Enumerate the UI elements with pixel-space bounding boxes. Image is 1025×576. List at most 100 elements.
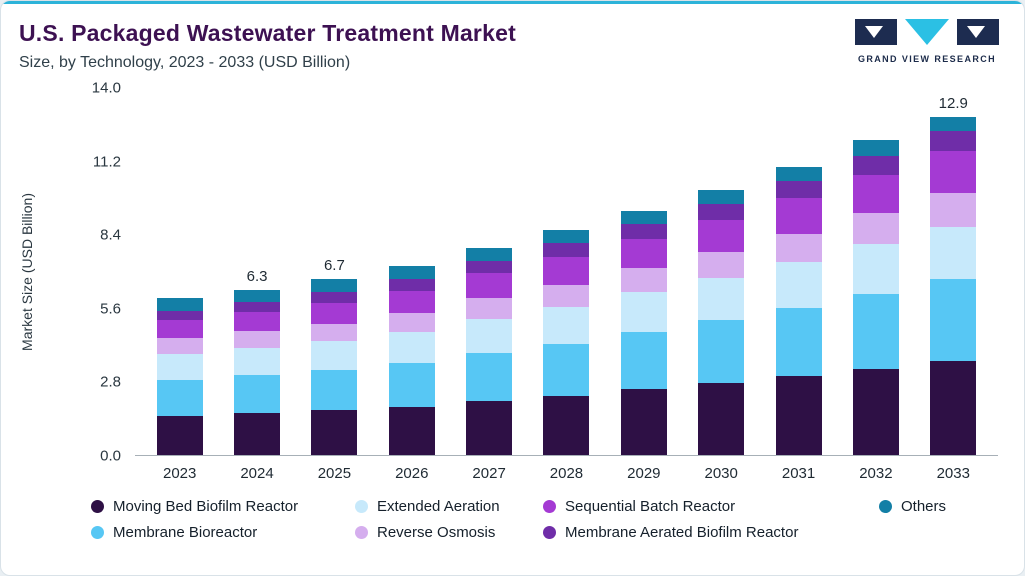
legend-item-extended-aeration: Extended Aeration <box>355 498 543 515</box>
reverse-osmosis-segment <box>466 298 513 319</box>
sequential-batch-reactor-segment <box>852 174 899 213</box>
reverse-osmosis-segment <box>156 338 203 355</box>
sequential-batch-reactor-segment <box>698 219 745 252</box>
membrane-bioreactor-segment <box>930 279 977 361</box>
sequential-batch-reactor-segment <box>234 311 281 332</box>
legend-label: Membrane Aerated Biofilm Reactor <box>565 524 799 541</box>
sequential-batch-reactor-segment <box>156 319 203 339</box>
legend-dot <box>355 526 368 539</box>
y-tick-label: 0.0 <box>100 447 121 465</box>
extended-aeration-segment <box>388 331 435 364</box>
reverse-osmosis-segment <box>543 284 590 307</box>
legend-dot <box>879 500 892 513</box>
membrane-bioreactor-segment <box>234 375 281 414</box>
reverse-osmosis-segment <box>852 212 899 244</box>
membrane-aerated-biofilm-reactor-segment <box>698 204 745 220</box>
membrane-aerated-biofilm-reactor-segment <box>311 292 358 303</box>
legend-item-others: Others <box>879 498 1024 515</box>
legend-dot <box>543 500 556 513</box>
moving-bed-biofilm-reactor-segment <box>930 360 977 455</box>
moving-bed-biofilm-reactor-segment <box>620 389 667 455</box>
bar-stack <box>930 116 977 455</box>
sequential-batch-reactor-segment <box>466 273 513 299</box>
moving-bed-biofilm-reactor-segment <box>543 396 590 455</box>
bar-stack <box>156 297 203 455</box>
plot-area: 6.3 6.7 12.9 <box>135 88 998 456</box>
bar-stack <box>620 211 667 455</box>
moving-bed-biofilm-reactor-segment <box>311 410 358 455</box>
x-axis-label-2026: 2026 <box>395 465 429 482</box>
bar-column-2023 <box>141 88 218 455</box>
membrane-bioreactor-segment <box>311 369 358 411</box>
x-axis-label-2025: 2025 <box>317 465 352 482</box>
bar-value-label: 12.9 <box>938 94 968 112</box>
legend-label: Reverse Osmosis <box>377 524 496 541</box>
legend-item-sequential-batch-reactor: Sequential Batch Reactor <box>543 498 879 515</box>
membrane-aerated-biofilm-reactor-segment <box>775 181 822 199</box>
bar-stack <box>852 140 899 455</box>
x-axis-label-2024: 2024 <box>240 465 274 482</box>
legend-item-moving-bed-biofilm-reactor: Moving Bed Biofilm Reactor <box>91 498 355 515</box>
bar-column-2032 <box>837 88 914 455</box>
moving-bed-biofilm-reactor-segment <box>388 406 435 455</box>
moving-bed-biofilm-reactor-segment <box>234 413 281 455</box>
extended-aeration-segment <box>234 347 281 376</box>
bar-value-label: 6.7 <box>323 257 345 275</box>
legend-dot <box>355 500 368 513</box>
membrane-aerated-biofilm-reactor-segment <box>543 243 590 258</box>
legend-label: Membrane Bioreactor <box>113 524 258 541</box>
reverse-osmosis-segment <box>775 233 822 263</box>
reverse-osmosis-segment <box>311 323 358 341</box>
bar-column-2033: 12.9 <box>915 88 992 455</box>
others-segment <box>234 289 281 302</box>
membrane-bioreactor-segment <box>698 320 745 383</box>
membrane-bioreactor-segment <box>620 331 667 390</box>
chart: Market Size (USD Billion) 0.0 2.8 5.6 8.4 11… <box>15 80 998 482</box>
bar-stack <box>311 279 358 455</box>
y-axis: Market Size (USD Billion) 0.0 2.8 5.6 8.4 11… <box>15 80 135 465</box>
extended-aeration-segment <box>775 262 822 309</box>
bar-stack <box>698 190 745 455</box>
y-tick-label: 5.6 <box>100 300 121 318</box>
x-axis-label-2030: 2030 <box>704 465 738 482</box>
legend-item-membrane-bioreactor: Membrane Bioreactor <box>91 524 355 541</box>
membrane-bioreactor-segment <box>543 343 590 397</box>
moving-bed-biofilm-reactor-segment <box>698 382 745 455</box>
bar-stack <box>466 247 513 455</box>
x-axis-label-2032: 2032 <box>859 465 893 482</box>
legend-dot <box>91 526 104 539</box>
x-axis-label-2029: 2029 <box>627 465 661 482</box>
extended-aeration-segment <box>466 318 513 353</box>
logo-mark <box>855 19 999 45</box>
y-tick-label: 14.0 <box>91 79 121 97</box>
x-axis-label-2028: 2028 <box>549 465 584 482</box>
legend-item-reverse-osmosis: Reverse Osmosis <box>355 524 543 541</box>
legend-dot <box>543 526 556 539</box>
bar-column-2029 <box>605 88 682 455</box>
bar-stack <box>543 229 590 455</box>
membrane-aerated-biofilm-reactor-segment <box>852 156 899 175</box>
membrane-bioreactor-segment <box>852 293 899 369</box>
x-axis-label-2031: 2031 <box>781 465 816 482</box>
others-segment <box>311 279 358 293</box>
top-accent-line <box>1 1 1024 4</box>
x-axis-labels: 2023 2024 2025 2026 2027 2028 2029 2030 2031 2032… <box>135 456 998 482</box>
moving-bed-biofilm-reactor-segment <box>466 401 513 455</box>
page-subtitle: Size, by Technology, 2023 - 2033 (USD Bi… <box>19 54 351 71</box>
legend-label: Sequential Batch Reactor <box>565 498 736 515</box>
membrane-aerated-biofilm-reactor-segment <box>620 224 667 240</box>
bar-column-2031 <box>760 88 837 455</box>
membrane-aerated-biofilm-reactor-segment <box>466 261 513 274</box>
bar-column-2030 <box>683 88 760 455</box>
x-axis-label-2033: 2033 <box>936 465 970 482</box>
bar-column-2027 <box>450 88 527 455</box>
bar-value-label: 6.3 <box>246 267 268 285</box>
bar-column-2025: 6.7 <box>296 88 373 455</box>
legend-label: Others <box>901 498 947 515</box>
legend-label: Extended Aeration <box>377 498 500 515</box>
legend-label: Moving Bed Biofilm Reactor <box>113 498 299 515</box>
extended-aeration-segment <box>698 278 745 321</box>
reverse-osmosis-segment <box>388 313 435 332</box>
legend: Moving Bed Biofilm Reactor Extended Aerat… <box>91 498 1024 541</box>
